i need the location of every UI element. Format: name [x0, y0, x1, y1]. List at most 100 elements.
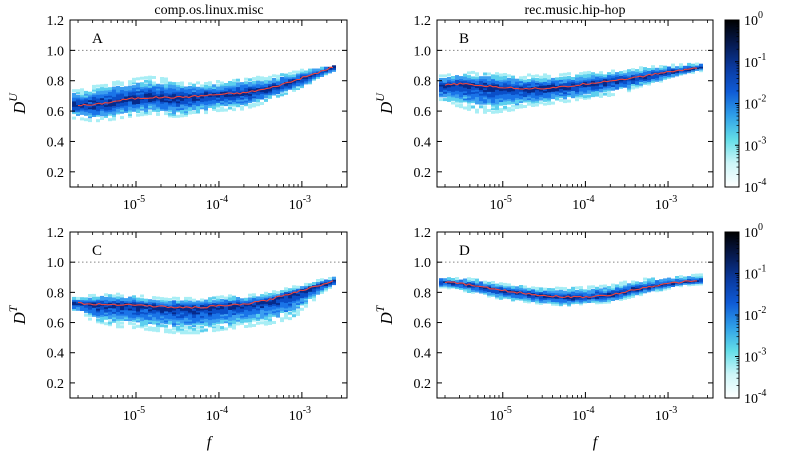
- density-cell: [208, 95, 212, 99]
- density-cell: [160, 95, 164, 99]
- density-cell: [188, 313, 192, 317]
- density-cell: [76, 298, 80, 302]
- density-cell: [555, 92, 559, 95]
- density-cell: [691, 281, 695, 285]
- density-cell: [180, 83, 184, 87]
- density-cell: [152, 90, 156, 94]
- density-cell: [132, 315, 136, 319]
- density-cell: [675, 66, 679, 70]
- density-cell: [148, 106, 152, 110]
- density-cell: [531, 93, 535, 97]
- density-cell: [523, 287, 527, 291]
- density-cell: [663, 283, 667, 287]
- density-cell: [459, 105, 463, 109]
- density-cell: [535, 98, 539, 102]
- density-cell: [228, 314, 232, 318]
- density-cell: [120, 314, 124, 318]
- density-cell: [152, 85, 156, 89]
- density-cell: [495, 99, 499, 103]
- density-cell: [591, 290, 595, 294]
- density-cell: [136, 313, 140, 317]
- density-cell: [531, 89, 535, 93]
- density-cell: [144, 103, 148, 107]
- density-cell: [176, 96, 180, 100]
- density-cell: [148, 310, 152, 314]
- density-cell: [499, 110, 503, 113]
- density-cell: [172, 309, 176, 313]
- density-cell: [507, 285, 511, 289]
- density-cell: [216, 299, 220, 303]
- density-cell: [188, 320, 192, 324]
- density-cell: [579, 86, 583, 90]
- density-cell: [511, 289, 515, 293]
- density-cell: [451, 92, 455, 96]
- density-cell: [515, 80, 519, 84]
- density-cell: [439, 281, 443, 285]
- density-cell: [579, 90, 583, 94]
- density-cell: [539, 81, 543, 85]
- y-tick-label: 0.8: [47, 75, 65, 90]
- density-cell: [583, 293, 587, 296]
- density-cell: [144, 83, 148, 87]
- density-cell: [244, 95, 248, 99]
- density-cell: [296, 309, 300, 313]
- density-cell: [212, 309, 216, 313]
- density-cell: [192, 89, 196, 93]
- density-cell: [655, 78, 659, 82]
- density-cell: [272, 87, 276, 91]
- density-cell: [208, 97, 212, 101]
- density-cell: [607, 86, 611, 90]
- density-cell: [272, 304, 276, 308]
- density-cell: [507, 94, 511, 98]
- density-cell: [224, 95, 228, 99]
- density-cell: [152, 307, 156, 310]
- density-cell: [224, 103, 228, 107]
- density-cell: [615, 284, 619, 288]
- density-cell: [591, 79, 595, 83]
- density-cell: [164, 101, 168, 105]
- density-cell: [607, 92, 611, 96]
- density-cell: [216, 314, 220, 317]
- density-cell: [72, 111, 76, 115]
- density-cell: [188, 296, 192, 300]
- density-cell: [455, 277, 459, 281]
- density-cell: [192, 107, 196, 111]
- colorbar-tick-label: 10-4: [744, 388, 766, 407]
- density-cell: [555, 88, 559, 92]
- density-cell: [156, 325, 160, 329]
- density-cell: [132, 99, 136, 103]
- density-cell: [184, 320, 188, 324]
- density-cell: [591, 77, 595, 81]
- density-cell: [284, 86, 288, 90]
- density-cell: [124, 314, 128, 318]
- density-cell: [515, 89, 519, 93]
- density-cell: [180, 313, 184, 317]
- density-cell: [583, 71, 587, 75]
- density-cell: [579, 79, 583, 83]
- density-cell: [128, 312, 132, 316]
- density-cell: [511, 90, 515, 94]
- density-cell: [527, 88, 531, 92]
- density-cell: [148, 97, 152, 101]
- density-cell: [192, 92, 196, 96]
- density-cell: [599, 299, 603, 303]
- density-cell: [80, 90, 84, 94]
- density-cell: [280, 301, 284, 304]
- density-cell: [595, 82, 599, 86]
- density-cell: [443, 90, 447, 94]
- density-cell: [479, 87, 483, 91]
- density-cell: [619, 294, 623, 298]
- density-cell: [447, 89, 451, 93]
- density-cell: [272, 313, 276, 317]
- density-cell: [615, 83, 619, 87]
- density-cell: [264, 95, 268, 99]
- density-cell: [288, 72, 292, 76]
- density-cell: [252, 93, 256, 97]
- density-cell: [691, 65, 695, 69]
- density-cell: [479, 88, 483, 92]
- density-cell: [212, 321, 216, 325]
- density-cell: [84, 111, 88, 114]
- density-cell: [80, 299, 84, 302]
- density-cell: [156, 303, 160, 307]
- density-cell: [467, 80, 471, 84]
